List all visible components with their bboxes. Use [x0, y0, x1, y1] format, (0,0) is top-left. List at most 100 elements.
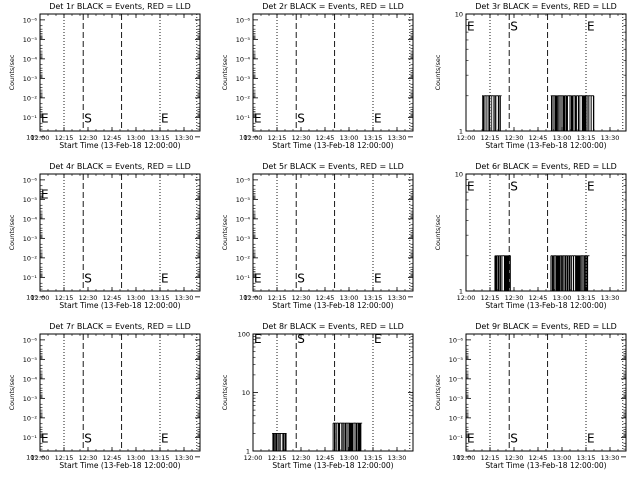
- x-tick-label: 12:00: [244, 454, 263, 462]
- x-tick-label: 12:45: [103, 134, 122, 142]
- x-tick-label: 13:00: [553, 134, 572, 142]
- x-tick-label: 12:45: [529, 134, 548, 142]
- x-axis-label: Start Time (13-Feb-18 12:00:00): [59, 141, 180, 150]
- x-tick-label: 13:00: [553, 454, 572, 462]
- marker-e: E: [254, 332, 262, 346]
- y-tick-label: 10⁻²: [23, 94, 38, 102]
- x-tick-label: 12:45: [529, 454, 548, 462]
- event-counts-series: [332, 422, 363, 451]
- panel-title: Det 6r BLACK = Events, RED = LLD: [475, 162, 617, 171]
- x-tick-label: 12:00: [457, 134, 476, 142]
- event-counts-series: [550, 95, 595, 131]
- y-tick-label: 10⁻¹: [23, 434, 38, 442]
- y-tick-label: 10⁰: [26, 133, 37, 141]
- marker-e: E: [161, 111, 169, 125]
- y-tick-label: 10⁻³: [449, 395, 464, 403]
- marker-e: E: [587, 179, 595, 193]
- y-tick-label: 10⁻⁴: [23, 375, 38, 383]
- marker-e: E: [41, 188, 49, 202]
- y-tick-label: 10⁻²: [23, 254, 38, 262]
- x-tick-label: 12:30: [79, 134, 98, 142]
- x-tick-label: 13:30: [388, 454, 407, 462]
- y-axis-label: Counts/sec: [221, 54, 229, 90]
- x-tick-label: 13:15: [151, 454, 170, 462]
- marker-s: S: [510, 19, 518, 33]
- x-tick-label: 13:00: [340, 294, 359, 302]
- marker-e: E: [374, 332, 382, 346]
- x-tick-label: 13:00: [340, 454, 359, 462]
- marker-e: E: [587, 19, 595, 33]
- x-tick-label: 12:00: [31, 454, 50, 462]
- x-tick-label: 12:45: [103, 454, 122, 462]
- y-tick-label: 10⁰: [26, 453, 37, 461]
- marker-e: E: [467, 19, 475, 33]
- x-tick-label: 12:15: [268, 294, 287, 302]
- x-tick-label: 13:30: [388, 294, 407, 302]
- marker-s: S: [297, 111, 305, 125]
- panel-title: Det 5r BLACK = Events, RED = LLD: [262, 162, 404, 171]
- x-tick-label: 13:30: [388, 134, 407, 142]
- x-tick-label: 12:00: [457, 454, 476, 462]
- x-tick-label: 12:30: [505, 134, 524, 142]
- x-tick-label: 12:30: [292, 294, 311, 302]
- x-tick-label: 12:00: [31, 134, 50, 142]
- y-tick-label: 10⁻⁵: [236, 196, 251, 204]
- y-tick-label: 10: [242, 389, 250, 397]
- event-counts-series: [550, 255, 590, 291]
- y-tick-label: 10⁻³: [23, 395, 38, 403]
- y-tick-label: 10: [455, 171, 463, 179]
- event-counts-series: [272, 433, 287, 451]
- x-tick-label: 13:15: [364, 454, 383, 462]
- x-tick-label: 12:15: [268, 454, 287, 462]
- panel-title: Det 4r BLACK = Events, RED = LLD: [49, 162, 191, 171]
- x-tick-label: 13:00: [127, 294, 146, 302]
- x-tick-label: 13:00: [340, 134, 359, 142]
- event-counts-series: [482, 95, 502, 131]
- y-tick-label: 10⁻³: [23, 75, 38, 83]
- x-tick-label: 12:45: [103, 294, 122, 302]
- panel-det-7r: Det 7r BLACK = Events, RED = LLD 12:00 12:…: [8, 322, 201, 470]
- x-tick-label: 12:15: [481, 294, 500, 302]
- x-axis-label: Start Time (13-Feb-18 12:00:00): [485, 461, 606, 470]
- x-axis-label: Start Time (13-Feb-18 12:00:00): [485, 141, 606, 150]
- marker-e: E: [41, 111, 49, 125]
- y-tick-label: 10⁻⁴: [236, 55, 251, 63]
- x-tick-label: 13:15: [577, 134, 596, 142]
- x-tick-label: 12:15: [481, 454, 500, 462]
- x-tick-label: 13:15: [577, 294, 596, 302]
- panel-det-9r: Det 9r BLACK = Events, RED = LLD 12:00 12:…: [434, 322, 627, 470]
- x-tick-label: 13:15: [151, 294, 170, 302]
- y-tick-label: 10⁰: [26, 293, 37, 301]
- y-tick-label: 10⁻³: [236, 235, 251, 243]
- y-tick-label: 10⁻⁶: [23, 336, 38, 344]
- y-axis-label: Counts/sec: [8, 214, 16, 250]
- y-axis-label: Counts/sec: [434, 54, 442, 90]
- x-tick-label: 12:30: [505, 454, 524, 462]
- marker-e: E: [161, 271, 169, 285]
- y-tick-label: 10⁰: [452, 453, 463, 461]
- x-tick-label: 13:15: [577, 454, 596, 462]
- x-tick-label: 12:15: [55, 294, 74, 302]
- x-tick-label: 12:30: [292, 134, 311, 142]
- x-tick-label: 13:30: [601, 294, 620, 302]
- marker-e: E: [254, 111, 262, 125]
- y-tick-label: 10⁻⁵: [449, 356, 464, 364]
- y-axis-label: Counts/sec: [434, 374, 442, 410]
- y-tick-label: 10⁻²: [23, 414, 38, 422]
- y-axis-label: Counts/sec: [8, 374, 16, 410]
- panel-title: Det 9r BLACK = Events, RED = LLD: [475, 322, 617, 331]
- y-axis-label: Counts/sec: [221, 374, 229, 410]
- x-tick-label: 12:45: [316, 294, 335, 302]
- panel-det-1r: Det 1r BLACK = Events, RED = LLD 12:00 12:…: [8, 2, 201, 150]
- panel-det-3r: Det 3r BLACK = Events, RED = LLD 12:00 12:…: [434, 2, 627, 150]
- y-tick-label: 10⁻¹: [449, 434, 464, 442]
- x-tick-label: 12:00: [457, 294, 476, 302]
- x-tick-label: 13:15: [151, 134, 170, 142]
- panel-title: Det 8r BLACK = Events, RED = LLD: [262, 322, 404, 331]
- x-tick-label: 12:00: [244, 294, 263, 302]
- marker-s: S: [297, 271, 305, 285]
- x-tick-label: 12:00: [31, 294, 50, 302]
- y-tick-label: 10⁻²: [236, 254, 251, 262]
- marker-s: S: [84, 271, 92, 285]
